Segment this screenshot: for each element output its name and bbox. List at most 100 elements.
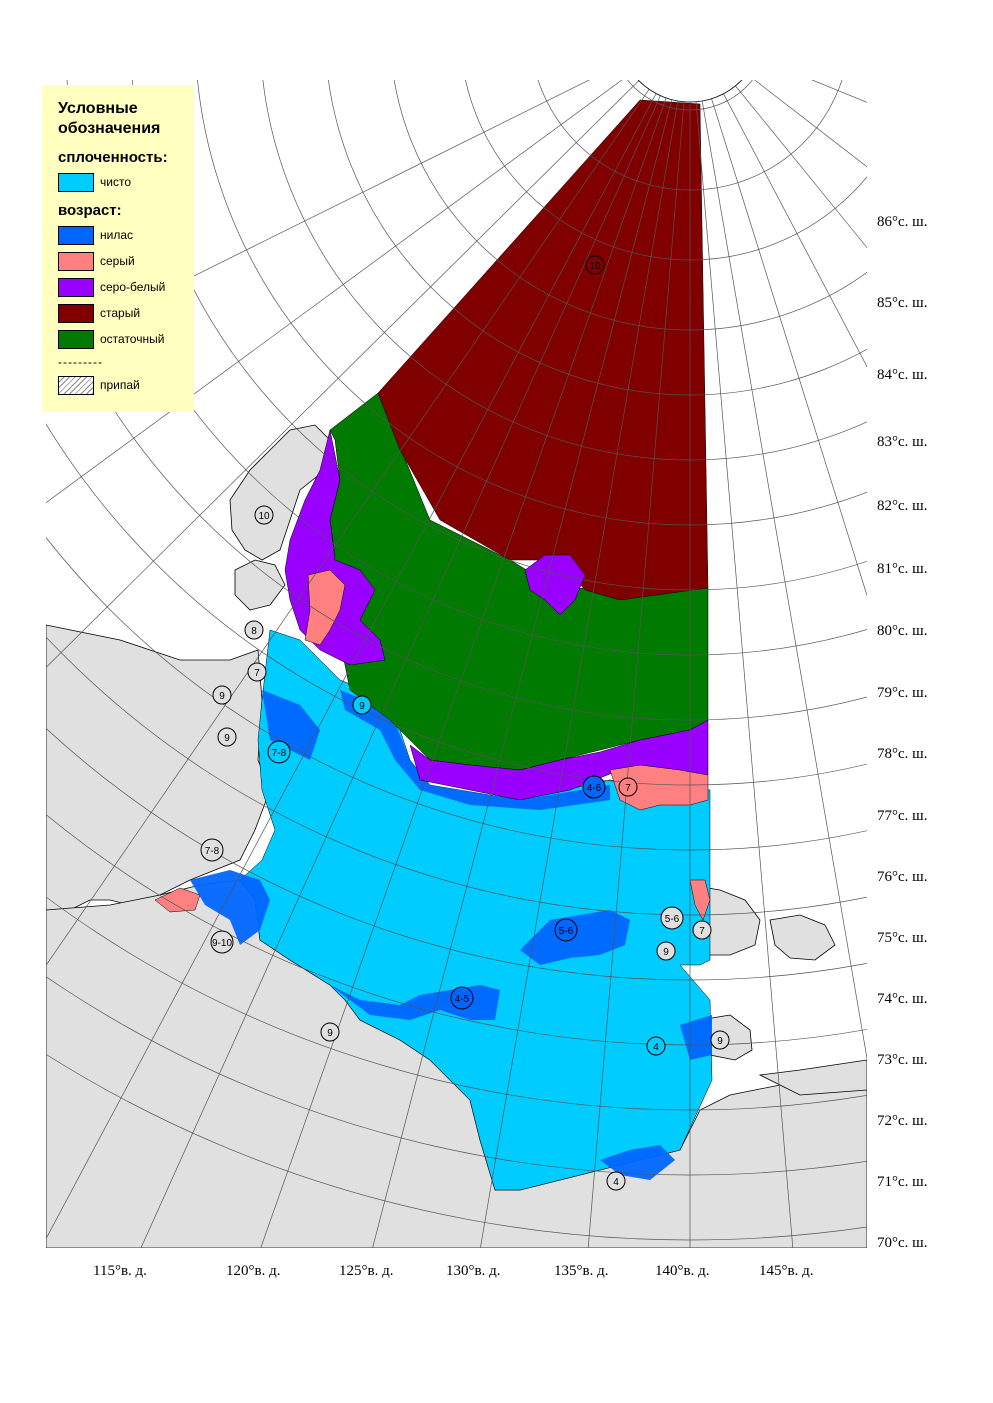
ice-code-marker: 5-6 [554, 918, 578, 942]
region-nilas-lena [520, 910, 630, 965]
lat-label-72: 72°с. ш. [877, 1113, 928, 1129]
lon-label-145: 145°в. д. [759, 1263, 814, 1279]
ice-code-label: 9 [327, 1028, 333, 1039]
lon-label-120: 120°в. д. [226, 1263, 281, 1279]
lon-label-140: 140°в. д. [655, 1263, 710, 1279]
ice-code-marker: 10 [254, 505, 274, 525]
legend-panel: Условные обозначения сплоченность: чисто… [42, 85, 194, 412]
ice-code-markers: 10 10 8 7 9 9 9 7-8 7-8 9-10 9 4-5 5-6 4… [200, 255, 730, 1191]
ice-code-marker: 9 [710, 1030, 730, 1050]
ice-code-marker: 10 [585, 255, 605, 275]
ice-code-label: 7 [699, 926, 705, 937]
legend-item-nilas: нилас [58, 225, 194, 245]
region-nilas-kotelny [680, 1015, 712, 1060]
ice-code-marker: 5-6 [660, 906, 684, 930]
lat-label-76: 76°с. ш. [877, 869, 928, 885]
legend-item-grey: серый [58, 251, 194, 271]
legend-item-fast-ice: припай [58, 375, 194, 395]
lat-label-81: 81°с. ш. [877, 561, 928, 577]
ice-code-label: 4-5 [455, 994, 470, 1005]
lat-label-77: 77°с. ш. [877, 808, 928, 824]
ice-code-marker: 4 [606, 1171, 626, 1191]
land-severnaya-zemlya [229, 424, 331, 561]
legend-swatch-grey [58, 251, 94, 271]
ice-code-label: 4 [653, 1042, 659, 1053]
lat-label-86: 86°с. ш. [877, 214, 928, 230]
legend-label-grey-white: серо-белый [100, 280, 166, 294]
pole-area [637, 80, 743, 103]
ice-code-marker: 7 [618, 777, 638, 797]
legend-title-line1: Условные [58, 100, 138, 117]
lat-label-82: 82°с. ш. [877, 498, 928, 514]
lon-label-115: 115°в. д. [93, 1263, 147, 1279]
ice-code-label: 9 [717, 1036, 723, 1047]
legend-item-old: старый [58, 303, 194, 323]
lat-label-70: 70°с. ш. [877, 1235, 928, 1251]
ice-code-marker: 9 [320, 1022, 340, 1042]
ice-code-label: 4-6 [587, 783, 602, 794]
legend-swatch-nilas [58, 225, 94, 245]
ice-code-marker: 9-10 [210, 930, 234, 954]
ice-code-label: 5-6 [559, 926, 574, 937]
legend-separator: --------- [58, 355, 103, 369]
legend-swatch-clear [58, 172, 94, 192]
ice-code-marker: 9 [212, 685, 232, 705]
legend-section-concentration: сплоченность: [58, 149, 168, 166]
ice-code-marker: 7 [692, 920, 712, 940]
ice-code-marker: 4-5 [450, 986, 474, 1010]
lon-label-130: 130°в. д. [446, 1263, 501, 1279]
ice-code-label: 9-10 [212, 938, 232, 949]
lat-label-84: 84°с. ш. [877, 367, 928, 383]
legend-section-age: возраст: [58, 202, 122, 219]
lat-label-83: 83°с. ш. [877, 434, 928, 450]
ice-code-label: 5-6 [665, 914, 680, 925]
ice-code-marker: 8 [244, 620, 264, 640]
ice-code-label: 9 [224, 733, 230, 744]
ice-code-marker: 9 [217, 727, 237, 747]
lat-label-75: 75°с. ш. [877, 930, 928, 946]
legend-item-residual: остаточный [58, 329, 194, 349]
legend-label-fast-ice: припай [100, 378, 140, 392]
lon-label-135: 135°в. д. [554, 1263, 609, 1279]
ice-code-marker: 9 [352, 695, 372, 715]
legend-swatch-residual [58, 329, 94, 349]
lat-label-74: 74°с. ш. [877, 991, 928, 1007]
legend-item-clear: чисто [58, 172, 194, 192]
legend-swatch-grey-white [58, 277, 94, 297]
legend-title-line2: обозначения [58, 120, 161, 137]
ice-code-label: 10 [589, 261, 601, 272]
legend-label-residual: остаточный [100, 332, 165, 346]
land-severnaya-zemlya-2 [234, 559, 286, 611]
ice-code-marker: 4-6 [582, 775, 606, 799]
lat-label-80: 80°с. ш. [877, 623, 928, 639]
region-nilas-east-bay [600, 1145, 675, 1180]
ice-code-label: 9 [219, 691, 225, 702]
ice-code-label: 10 [258, 511, 270, 522]
ice-code-marker: 7-8 [267, 740, 291, 764]
ice-code-marker: 7-8 [200, 838, 224, 862]
ice-code-marker: 7 [247, 662, 267, 682]
lat-label-71: 71°с. ш. [877, 1174, 928, 1190]
legend-swatch-old [58, 303, 94, 323]
land-siberia-west [46, 624, 271, 911]
lat-label-79: 79°с. ш. [877, 685, 928, 701]
land-island-east [769, 914, 836, 961]
region-grey-east [609, 764, 709, 811]
ice-map: 10 10 8 7 9 9 9 7-8 7-8 9-10 9 4-5 5-6 4… [46, 80, 867, 1248]
ice-code-label: 7 [625, 783, 631, 794]
lon-label-125: 125°в. д. [339, 1263, 394, 1279]
legend-label-clear: чисто [100, 175, 131, 189]
region-grey-west [304, 569, 346, 646]
ice-code-marker: 4 [646, 1036, 666, 1056]
lat-label-78: 78°с. ш. [877, 746, 928, 762]
legend-item-grey-white: серо-белый [58, 277, 194, 297]
lat-label-85: 85°с. ш. [877, 295, 928, 311]
region-grey-taymyr [154, 887, 201, 913]
legend-swatch-fast-ice [58, 375, 94, 395]
ice-code-marker: 9 [656, 941, 676, 961]
legend-label-old: старый [100, 306, 141, 320]
legend-label-grey: серый [100, 254, 135, 268]
ice-code-label: 7 [254, 668, 260, 679]
region-grey-islands [689, 879, 711, 921]
lat-label-73: 73°с. ш. [877, 1052, 928, 1068]
